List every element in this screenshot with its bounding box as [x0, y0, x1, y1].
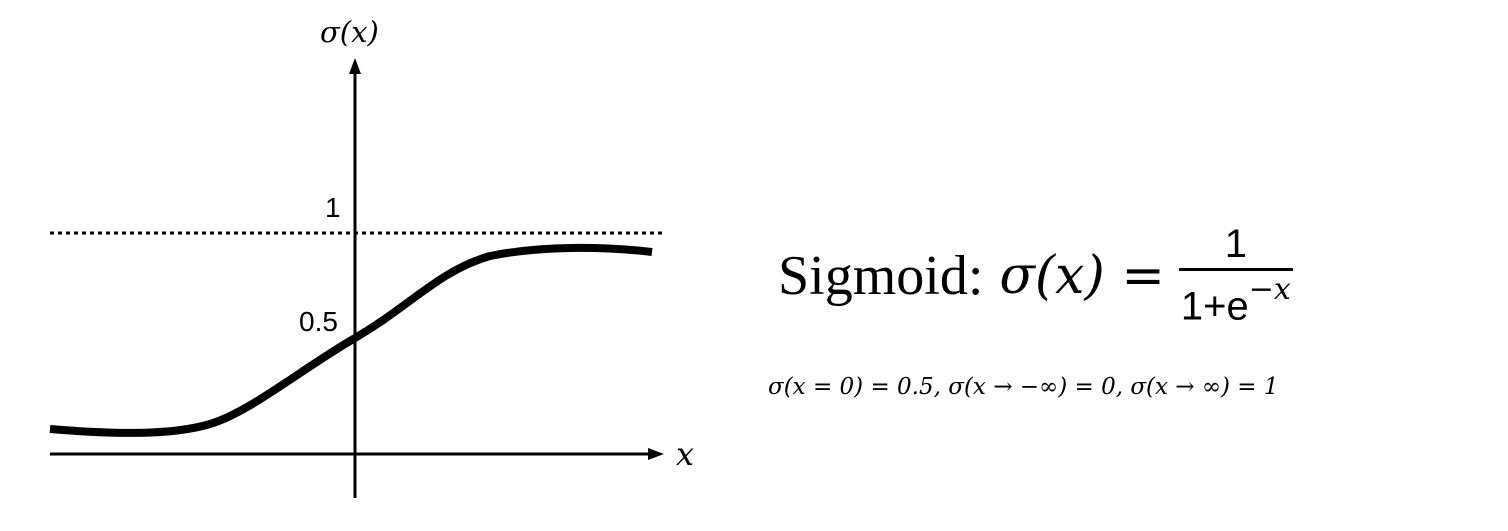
sigmoid-properties: σ(x = 0) = 0.5, σ(x → −∞) = 0, σ(x → ∞) …	[768, 374, 1279, 400]
y-axis-label: σ(x)	[320, 15, 379, 49]
tick-label-half: 0.5	[299, 306, 338, 337]
sigmoid-formula: Sigmoid: σ(x) = 1 1+e−x	[778, 222, 1293, 329]
formula-numerator: 1	[1224, 222, 1247, 266]
sigmoid-curve	[49, 243, 653, 437]
x-axis-arrowhead	[648, 448, 664, 460]
fraction-bar	[1178, 268, 1293, 271]
formula-denominator: 1+e−x	[1179, 272, 1293, 329]
denominator-exponent: −x	[1248, 272, 1291, 307]
formula-lhs: σ(x) =	[999, 245, 1165, 306]
y-axis-arrowhead	[349, 58, 361, 74]
formula-fraction: 1 1+e−x	[1178, 222, 1293, 329]
formula-prefix: Sigmoid:	[778, 244, 984, 307]
x-axis-label: x	[676, 435, 694, 473]
tick-label-one: 1	[325, 192, 341, 223]
denominator-base: 1+e	[1180, 284, 1249, 329]
